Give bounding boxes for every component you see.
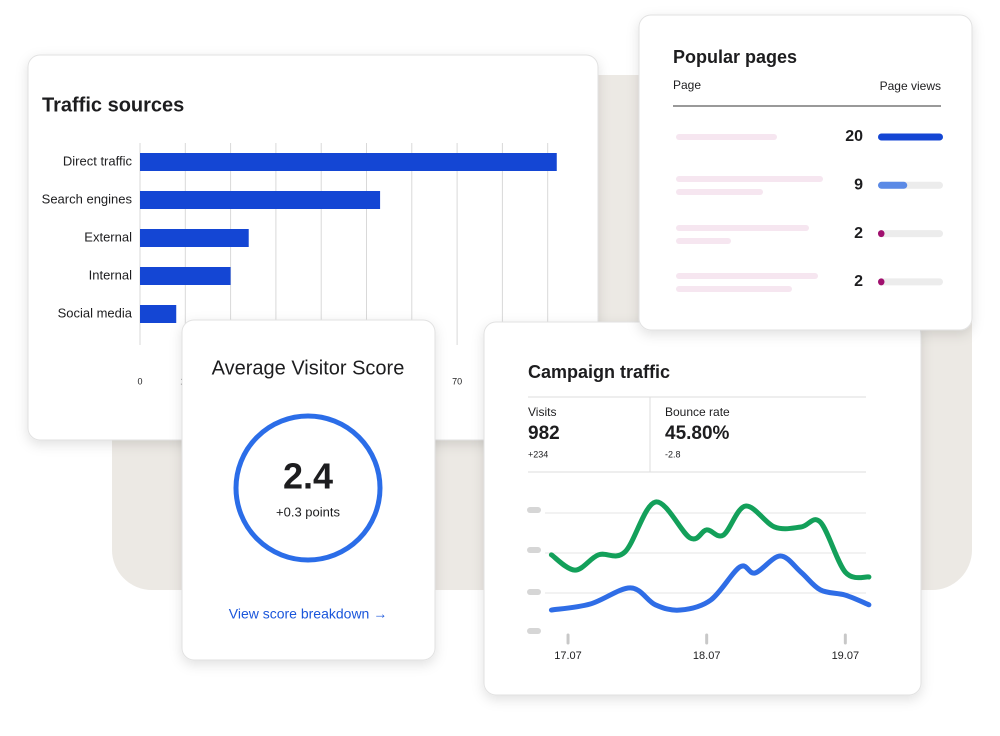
views-track	[878, 230, 943, 238]
popular-card: Popular pages Page Page views 20 9 2 2	[638, 14, 973, 331]
x-tick-label: 19.07	[832, 650, 860, 662]
views-label: 2	[854, 225, 863, 242]
views-bar	[878, 181, 908, 189]
column-header: Page	[673, 78, 701, 92]
x-tick-label: 18.07	[693, 650, 721, 662]
views-label: 20	[845, 128, 863, 145]
placeholder	[527, 547, 541, 553]
bar	[140, 153, 557, 171]
x-tick-label: 17.07	[554, 650, 582, 662]
views-track	[878, 278, 943, 286]
page-placeholders	[676, 134, 823, 292]
bar	[140, 267, 231, 285]
stat-change: -2.8	[665, 449, 681, 459]
bar	[140, 305, 177, 323]
score-link[interactable]: View score breakdown →	[229, 606, 387, 622]
card	[181, 319, 436, 661]
column-header: Page views	[880, 79, 941, 93]
stat-label: Visits	[528, 405, 556, 419]
line-series	[548, 553, 872, 613]
card-title: Campaign traffic	[528, 362, 670, 382]
card	[638, 14, 973, 331]
placeholder	[527, 507, 541, 513]
stat-change: +234	[528, 449, 548, 459]
line-series	[548, 499, 872, 581]
score-card: Average Visitor Score 2.4 +0.3 points Vi…	[181, 319, 436, 661]
y-tick-label: Direct traffic	[63, 153, 133, 168]
placeholder	[676, 189, 763, 195]
placeholder	[676, 225, 809, 231]
placeholder	[527, 589, 541, 595]
score-ring	[233, 413, 383, 563]
card-title: Traffic sources	[42, 94, 184, 116]
x-tick-label: 70	[452, 376, 462, 386]
placeholder	[676, 286, 792, 292]
y-tick-label: Search engines	[42, 191, 133, 206]
stat-value: 45.80%	[665, 423, 730, 444]
traffic-card: Traffic sources 0102030405060708090Direc…	[27, 54, 599, 441]
y-placeholders	[527, 507, 541, 634]
card-title: Popular pages	[673, 47, 797, 67]
stat-label: Bounce rate	[665, 405, 730, 419]
views-label: 9	[854, 177, 863, 194]
placeholder	[676, 273, 818, 279]
card-title: Average Visitor Score	[212, 357, 405, 379]
x-tick-label: 0	[137, 376, 142, 386]
y-tick-label: External	[84, 229, 132, 244]
placeholder	[676, 134, 777, 140]
views-bar	[878, 278, 885, 286]
bar	[140, 229, 249, 247]
views-label: 2	[854, 273, 863, 290]
campaign-card: Campaign traffic Visits 982 +234 Bounce rat…	[483, 321, 922, 696]
views-bar	[878, 230, 885, 238]
placeholder	[527, 628, 541, 634]
score-value: 2.4	[283, 456, 333, 497]
stat-value: 982	[528, 423, 560, 444]
y-tick-label: Internal	[89, 267, 132, 282]
placeholder	[676, 176, 823, 182]
score-change: +0.3 points	[276, 504, 340, 519]
placeholder	[676, 238, 731, 244]
bar	[140, 191, 381, 209]
y-tick-label: Social media	[58, 305, 133, 320]
views-bar	[878, 133, 943, 141]
